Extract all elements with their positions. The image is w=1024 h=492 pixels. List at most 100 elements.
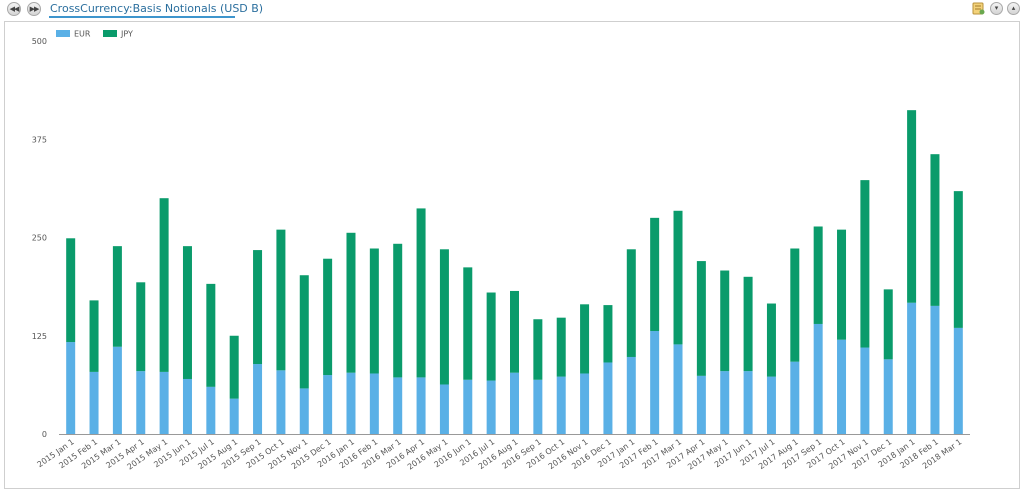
bar-eur[interactable] [556, 376, 566, 434]
bar-eur[interactable] [790, 361, 800, 434]
bar-eur[interactable] [463, 379, 473, 434]
bar-jpy[interactable] [860, 180, 870, 348]
bar-jpy[interactable] [253, 250, 263, 365]
bar-eur[interactable] [299, 388, 309, 434]
bar-eur[interactable] [393, 377, 403, 434]
bar-eur[interactable] [112, 346, 122, 434]
bar-jpy[interactable] [790, 248, 800, 362]
bar-jpy[interactable] [603, 305, 613, 363]
bar-eur[interactable] [766, 376, 776, 434]
bar-jpy[interactable] [626, 249, 636, 357]
bar-eur[interactable] [696, 375, 706, 434]
bar-jpy[interactable] [89, 300, 99, 372]
bar-eur[interactable] [136, 371, 146, 434]
bar-eur[interactable] [369, 373, 379, 434]
bar-jpy[interactable] [696, 261, 706, 376]
legend-swatch-eur [56, 30, 70, 37]
bar-eur[interactable] [930, 305, 940, 434]
bar-jpy[interactable] [907, 110, 917, 303]
bar-eur[interactable] [743, 371, 753, 434]
bar-eur[interactable] [323, 375, 333, 434]
bar-eur[interactable] [346, 372, 356, 434]
bar-eur[interactable] [276, 370, 286, 434]
bar-eur[interactable] [182, 378, 192, 434]
bar-jpy[interactable] [930, 154, 940, 306]
bar-jpy[interactable] [393, 243, 403, 378]
bar-eur[interactable] [860, 347, 870, 434]
bar-jpy[interactable] [369, 248, 379, 374]
bar-eur[interactable] [533, 379, 543, 434]
bar-eur[interactable] [486, 380, 496, 434]
legend-label-jpy: JPY [120, 30, 133, 39]
bar-jpy[interactable] [556, 317, 566, 377]
y-tick-label: 125 [32, 332, 47, 341]
bar-jpy[interactable] [346, 232, 356, 373]
bar-eur[interactable] [907, 302, 917, 434]
bar-eur[interactable] [720, 371, 730, 434]
bar-jpy[interactable] [837, 229, 847, 340]
bar-jpy[interactable] [206, 283, 216, 387]
bar-eur[interactable] [439, 384, 449, 434]
legend-swatch-jpy [103, 30, 117, 37]
bar-jpy[interactable] [439, 249, 449, 385]
bar-eur[interactable] [229, 398, 239, 434]
chart-panel: EUR JPY 0 125 250 375 500 2015 Jan 1 2015 Feb… [4, 21, 1020, 489]
bar-jpy[interactable] [766, 303, 776, 377]
bar-eur[interactable] [603, 362, 613, 434]
bar-jpy[interactable] [136, 282, 146, 372]
bar-jpy[interactable] [229, 335, 239, 399]
y-tick-label: 500 [32, 37, 47, 46]
bar-jpy[interactable] [323, 258, 333, 376]
bar-jpy[interactable] [416, 208, 426, 378]
bar-eur[interactable] [89, 371, 99, 434]
bar-jpy[interactable] [580, 304, 590, 374]
bar-eur[interactable] [580, 373, 590, 434]
bar-jpy[interactable] [463, 267, 473, 380]
legend: EUR JPY [56, 30, 133, 39]
bar-eur[interactable] [953, 327, 963, 434]
bar-jpy[interactable] [720, 270, 730, 372]
y-tick-label: 250 [32, 234, 47, 243]
y-axis: 0 125 250 375 500 [32, 37, 47, 439]
chart-title-tab[interactable]: CrossCurrency:Basis Notionals (USD B) [49, 2, 263, 18]
bar-jpy[interactable] [159, 198, 169, 372]
bar-eur[interactable] [813, 323, 823, 434]
bar-jpy[interactable] [673, 210, 683, 345]
toolbar: ◀◀ ▶▶ CrossCurrency:Basis Notionals (USD… [0, 0, 1024, 20]
bar-eur[interactable] [837, 339, 847, 434]
scroll-up-icon[interactable]: ▴ [1007, 2, 1020, 15]
bar-jpy[interactable] [533, 319, 543, 380]
bar-jpy[interactable] [650, 217, 660, 332]
notes-icon[interactable] [972, 2, 985, 15]
y-tick-label: 375 [32, 135, 47, 144]
fast-forward-icon[interactable]: ▶▶ [27, 2, 41, 16]
bar-eur[interactable] [673, 344, 683, 434]
bar-jpy[interactable] [813, 226, 823, 324]
rewind-icon[interactable]: ◀◀ [7, 2, 21, 16]
bar-eur[interactable] [650, 331, 660, 434]
bar-eur[interactable] [626, 356, 636, 434]
bar-jpy[interactable] [510, 290, 519, 373]
bar-jpy[interactable] [66, 238, 76, 343]
y-tick-label: 0 [42, 430, 47, 439]
bar-jpy[interactable] [953, 191, 963, 328]
bar-eur[interactable] [883, 359, 893, 434]
scroll-down-icon[interactable]: ▾ [990, 2, 1003, 15]
bar-jpy[interactable] [182, 246, 192, 379]
bar-jpy[interactable] [883, 289, 893, 360]
bar-eur[interactable] [66, 342, 76, 434]
bar-jpy[interactable] [743, 276, 753, 372]
bar-eur[interactable] [510, 372, 519, 434]
legend-label-eur: EUR [74, 30, 91, 39]
bar-jpy[interactable] [112, 246, 122, 347]
bars [66, 110, 963, 434]
bar-eur[interactable] [253, 364, 263, 434]
bar-jpy[interactable] [276, 229, 286, 371]
bar-eur[interactable] [416, 377, 426, 434]
bar-eur[interactable] [206, 386, 216, 434]
bar-jpy[interactable] [486, 292, 496, 381]
bar-jpy[interactable] [299, 275, 309, 389]
bar-eur[interactable] [159, 371, 169, 434]
